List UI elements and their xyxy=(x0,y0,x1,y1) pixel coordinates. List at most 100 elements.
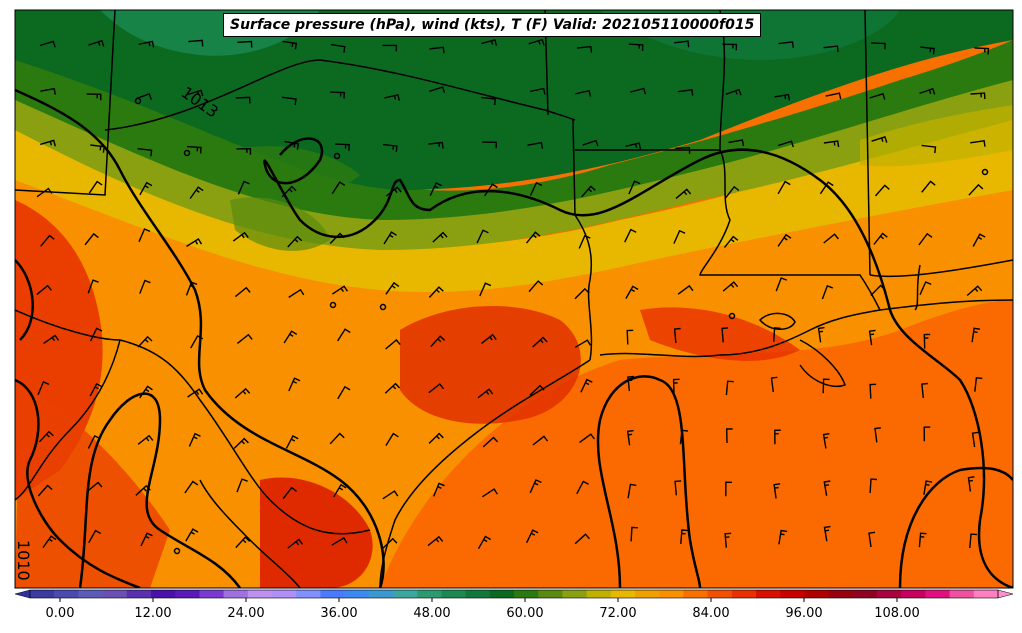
wind-barb xyxy=(675,188,692,199)
wind-barb xyxy=(287,235,303,248)
wind-barb xyxy=(723,235,739,248)
wind-barb xyxy=(335,143,350,151)
colorbar-tick-label: 108.00 xyxy=(874,606,920,621)
wind-barb xyxy=(970,92,986,100)
wind-barb xyxy=(382,44,398,52)
wind-barb xyxy=(484,183,498,197)
wind-barb xyxy=(624,228,637,243)
wind-barb xyxy=(139,279,151,294)
wind-barb xyxy=(868,531,876,548)
wind-barb xyxy=(188,432,201,447)
wind-barb xyxy=(88,529,102,544)
wind-barb xyxy=(88,39,105,47)
colorbar-tick-label: 60.00 xyxy=(506,606,544,621)
wind-barb xyxy=(677,284,694,295)
wind-barb xyxy=(529,87,546,95)
wind-barb xyxy=(281,96,297,106)
wind-barb xyxy=(529,479,542,494)
wind-barb xyxy=(923,480,933,496)
wind-barb xyxy=(673,229,686,244)
wind-barb xyxy=(281,185,297,198)
colorbar-swatch xyxy=(659,590,684,598)
wind-barb xyxy=(333,483,347,498)
colorbar-swatch xyxy=(272,590,297,598)
wind-barb xyxy=(970,140,986,147)
wind-barbs xyxy=(36,38,990,550)
wind-barb xyxy=(40,87,56,95)
wind-barb xyxy=(186,238,203,247)
wind-barb xyxy=(630,87,647,95)
map-title: Surface pressure (hPa), wind (kts), T (F… xyxy=(223,13,762,37)
wind-barb xyxy=(725,428,733,444)
colorbar-swatch xyxy=(54,590,79,598)
wind-barb xyxy=(184,480,199,494)
boundaries xyxy=(15,10,1013,588)
wind-barb xyxy=(869,383,877,399)
colorbar-swatch xyxy=(538,590,563,598)
wind-barb xyxy=(581,185,596,198)
wind-barb xyxy=(139,385,153,399)
wind-barb xyxy=(871,42,886,50)
wind-barb xyxy=(429,46,445,54)
wind-barb xyxy=(525,529,539,544)
colorbar-tick-label: 96.00 xyxy=(785,606,823,621)
wind-barb xyxy=(918,532,927,548)
colorbar-swatch xyxy=(223,590,249,598)
wind-barb xyxy=(777,233,792,247)
wind-barb xyxy=(482,488,498,498)
colorbar-swatch xyxy=(610,590,636,598)
wind-barb xyxy=(773,483,781,499)
wind-barb xyxy=(382,490,399,500)
wind-barb xyxy=(187,388,204,398)
wind-barb xyxy=(87,434,101,449)
wind-barb xyxy=(87,279,99,294)
wind-barb xyxy=(331,181,346,195)
colorbar-swatch xyxy=(901,590,926,598)
wind-barb xyxy=(529,384,545,396)
wind-barb xyxy=(528,38,545,46)
wind-barb xyxy=(770,376,778,393)
colorbar-swatch xyxy=(780,590,805,598)
colorbar-swatch xyxy=(78,590,104,598)
wind-barb xyxy=(428,383,445,394)
wind-barb xyxy=(186,145,202,154)
wind-barb xyxy=(385,281,400,295)
wind-barb xyxy=(725,481,732,497)
wind-barb xyxy=(432,231,448,243)
wind-barb xyxy=(234,387,251,399)
wind-barb xyxy=(967,476,975,492)
wind-barb xyxy=(40,139,56,147)
wind-barb xyxy=(819,181,834,195)
colorbar-tick-label: 48.00 xyxy=(413,606,451,621)
wind-barb xyxy=(428,141,444,149)
wind-barb xyxy=(721,327,729,343)
wind-barb xyxy=(775,277,788,292)
wind-barb xyxy=(482,141,498,149)
wind-barb xyxy=(525,231,541,244)
wind-barb xyxy=(974,377,983,392)
colorbar-swatch xyxy=(102,590,128,598)
wind-barb xyxy=(135,93,152,100)
wind-barb xyxy=(968,183,984,196)
wind-barb xyxy=(823,525,831,542)
colorbar-swatch xyxy=(465,590,491,598)
wind-barb xyxy=(332,285,348,295)
wind-barb xyxy=(140,532,153,547)
wind-barb xyxy=(42,535,57,549)
wind-barb xyxy=(580,378,593,393)
wind-barb xyxy=(823,480,831,496)
wind-barb xyxy=(972,233,986,247)
wind-barb xyxy=(282,40,298,50)
colorbar-swatch xyxy=(804,590,830,598)
wind-barb xyxy=(871,136,888,143)
wind-barb xyxy=(966,285,983,297)
wind-barb xyxy=(576,480,589,495)
wind-barb xyxy=(627,375,634,392)
wind-barb xyxy=(777,140,794,148)
colorbar-swatch xyxy=(731,590,757,598)
wind-barb xyxy=(232,231,249,242)
wind-barb xyxy=(969,533,978,549)
colorbar-swatch xyxy=(175,590,200,598)
wind-barb xyxy=(869,478,878,494)
wind-barb xyxy=(971,327,981,343)
